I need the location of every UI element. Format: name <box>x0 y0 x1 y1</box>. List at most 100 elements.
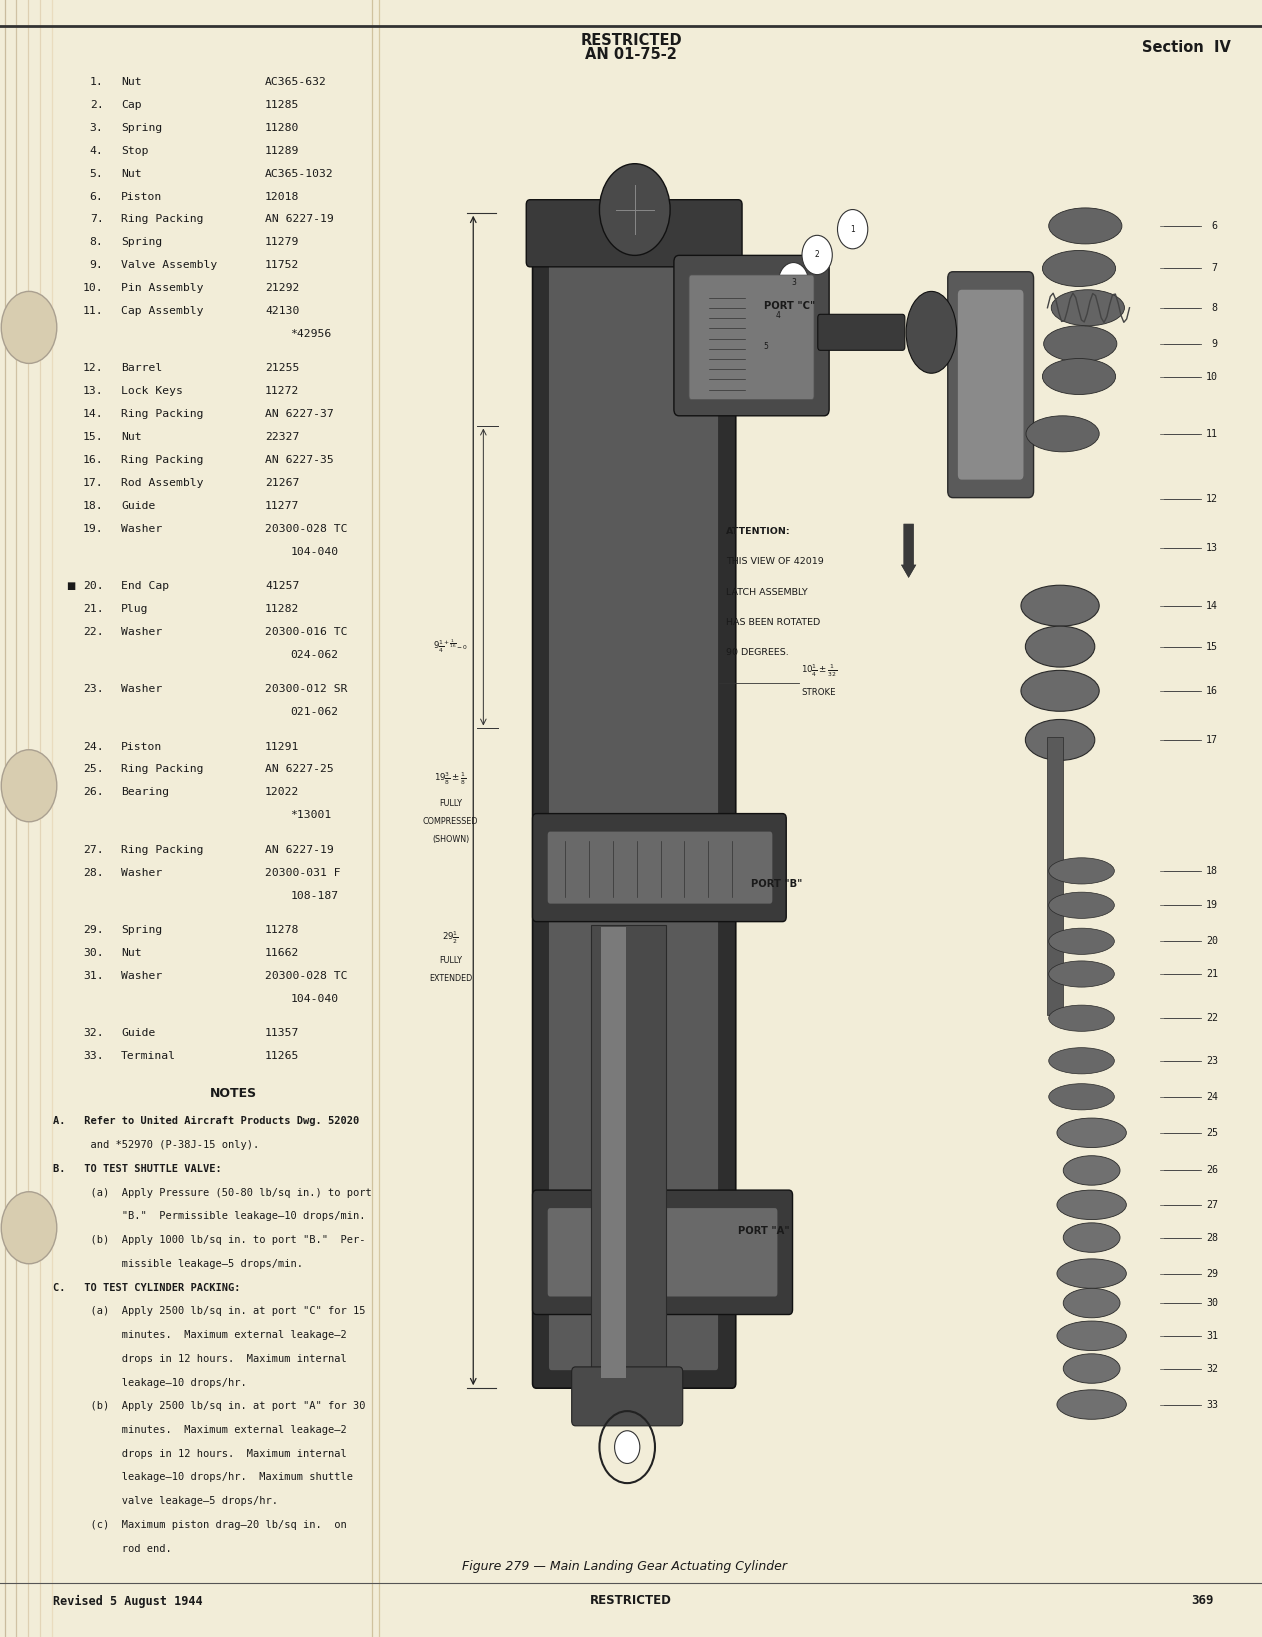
Text: 9.: 9. <box>90 260 103 270</box>
Text: Section  IV: Section IV <box>1142 39 1230 56</box>
Text: 11: 11 <box>1205 429 1218 439</box>
Text: Revised 5 August 1944: Revised 5 August 1944 <box>53 1594 203 1608</box>
FancyBboxPatch shape <box>948 272 1034 498</box>
Text: 20300-016 TC: 20300-016 TC <box>265 627 347 637</box>
Text: Washer: Washer <box>121 524 163 534</box>
Text: AN 01-75-2: AN 01-75-2 <box>586 47 676 62</box>
Text: $19\frac{3}{8}\pm\frac{1}{8}$: $19\frac{3}{8}\pm\frac{1}{8}$ <box>434 771 467 787</box>
Text: Nut: Nut <box>121 169 141 178</box>
Text: 13: 13 <box>1205 543 1218 553</box>
Text: 2: 2 <box>815 250 819 259</box>
Text: AN 6227-19: AN 6227-19 <box>265 845 333 855</box>
Text: Figure 279 — Main Landing Gear Actuating Cylinder: Figure 279 — Main Landing Gear Actuating… <box>462 1560 787 1573</box>
Ellipse shape <box>1058 1259 1127 1288</box>
Text: 3: 3 <box>791 278 796 286</box>
Text: 10: 10 <box>1205 372 1218 381</box>
Text: 12018: 12018 <box>265 192 299 201</box>
Ellipse shape <box>1021 671 1099 710</box>
Text: Washer: Washer <box>121 684 163 694</box>
Text: EXTENDED: EXTENDED <box>429 974 472 984</box>
Text: 11752: 11752 <box>265 260 299 270</box>
Circle shape <box>1 750 57 822</box>
Text: 11662: 11662 <box>265 948 299 958</box>
Text: 12.: 12. <box>83 363 103 373</box>
Text: THIS VIEW OF 42019: THIS VIEW OF 42019 <box>726 557 823 566</box>
Text: COMPRESSED: COMPRESSED <box>423 817 478 827</box>
Ellipse shape <box>1049 928 1114 954</box>
Text: 25: 25 <box>1205 1128 1218 1138</box>
Bar <box>591 925 666 1383</box>
Text: 21255: 21255 <box>265 363 299 373</box>
Text: 6.: 6. <box>90 192 103 201</box>
Text: 3.: 3. <box>90 123 103 133</box>
Text: Spring: Spring <box>121 123 163 133</box>
Text: End Cap: End Cap <box>121 581 169 591</box>
Text: C.   TO TEST CYLINDER PACKING:: C. TO TEST CYLINDER PACKING: <box>53 1283 241 1293</box>
FancyBboxPatch shape <box>818 314 905 350</box>
Bar <box>601 927 626 1378</box>
Text: LATCH ASSEMBLY: LATCH ASSEMBLY <box>726 588 808 596</box>
Text: 4.: 4. <box>90 146 103 156</box>
Text: 108-187: 108-187 <box>290 891 338 900</box>
Ellipse shape <box>1049 961 1114 987</box>
Text: 11282: 11282 <box>265 604 299 614</box>
Circle shape <box>779 262 809 301</box>
Ellipse shape <box>1025 625 1094 668</box>
Text: Cap: Cap <box>121 100 141 110</box>
Text: 17.: 17. <box>83 478 103 488</box>
Text: 20300-028 TC: 20300-028 TC <box>265 524 347 534</box>
Text: Spring: Spring <box>121 925 163 935</box>
Text: valve leakage—5 drops/hr.: valve leakage—5 drops/hr. <box>53 1496 278 1506</box>
Ellipse shape <box>1063 1354 1121 1383</box>
Text: RESTRICTED: RESTRICTED <box>591 1594 671 1608</box>
Ellipse shape <box>1063 1223 1121 1252</box>
Text: AN 6227-19: AN 6227-19 <box>265 214 333 224</box>
Text: Spring: Spring <box>121 237 163 247</box>
Text: AC365-1032: AC365-1032 <box>265 169 333 178</box>
Text: 17: 17 <box>1205 735 1218 745</box>
Text: 4: 4 <box>775 311 780 319</box>
Circle shape <box>751 327 781 367</box>
Text: Terminal: Terminal <box>121 1051 177 1061</box>
Text: Washer: Washer <box>121 627 163 637</box>
Text: 30: 30 <box>1205 1298 1218 1308</box>
FancyBboxPatch shape <box>526 200 742 267</box>
Text: PORT "A": PORT "A" <box>738 1226 790 1236</box>
Ellipse shape <box>1025 719 1094 760</box>
Text: 41257: 41257 <box>265 581 299 591</box>
Text: Washer: Washer <box>121 868 163 877</box>
Ellipse shape <box>1026 416 1099 452</box>
Text: 11277: 11277 <box>265 501 299 511</box>
Text: 021-062: 021-062 <box>290 707 338 717</box>
FancyBboxPatch shape <box>533 232 736 1388</box>
Text: 27: 27 <box>1205 1200 1218 1210</box>
Circle shape <box>1 1192 57 1264</box>
Text: (c)  Maximum piston drag—20 lb/sq in.  on: (c) Maximum piston drag—20 lb/sq in. on <box>53 1521 347 1531</box>
Ellipse shape <box>1049 1005 1114 1031</box>
FancyBboxPatch shape <box>689 275 814 399</box>
Text: NOTES: NOTES <box>209 1087 257 1100</box>
Text: $29\frac{1}{2}$: $29\frac{1}{2}$ <box>442 930 459 946</box>
Text: 5.: 5. <box>90 169 103 178</box>
FancyBboxPatch shape <box>674 255 829 416</box>
Text: 24.: 24. <box>83 742 103 751</box>
Text: minutes.  Maximum external leakage—2: minutes. Maximum external leakage—2 <box>53 1331 347 1341</box>
Text: 11289: 11289 <box>265 146 299 156</box>
Text: 104-040: 104-040 <box>290 994 338 1003</box>
Circle shape <box>803 236 833 275</box>
Ellipse shape <box>1021 584 1099 625</box>
Ellipse shape <box>1049 1084 1114 1110</box>
Text: 31: 31 <box>1205 1331 1218 1341</box>
Text: 27.: 27. <box>83 845 103 855</box>
Circle shape <box>838 210 868 249</box>
Text: HAS BEEN ROTATED: HAS BEEN ROTATED <box>726 617 820 627</box>
Text: 024-062: 024-062 <box>290 650 338 660</box>
Text: Piston: Piston <box>121 742 163 751</box>
Text: A.   Refer to United Aircraft Products Dwg. 52020: A. Refer to United Aircraft Products Dwg… <box>53 1116 360 1126</box>
Text: 90 DEGREES.: 90 DEGREES. <box>726 648 789 656</box>
Text: Guide: Guide <box>121 501 155 511</box>
Text: and *52970 (P-38J-15 only).: and *52970 (P-38J-15 only). <box>53 1141 259 1151</box>
Text: Nut: Nut <box>121 77 141 87</box>
Text: 18: 18 <box>1205 866 1218 876</box>
FancyBboxPatch shape <box>533 814 786 922</box>
